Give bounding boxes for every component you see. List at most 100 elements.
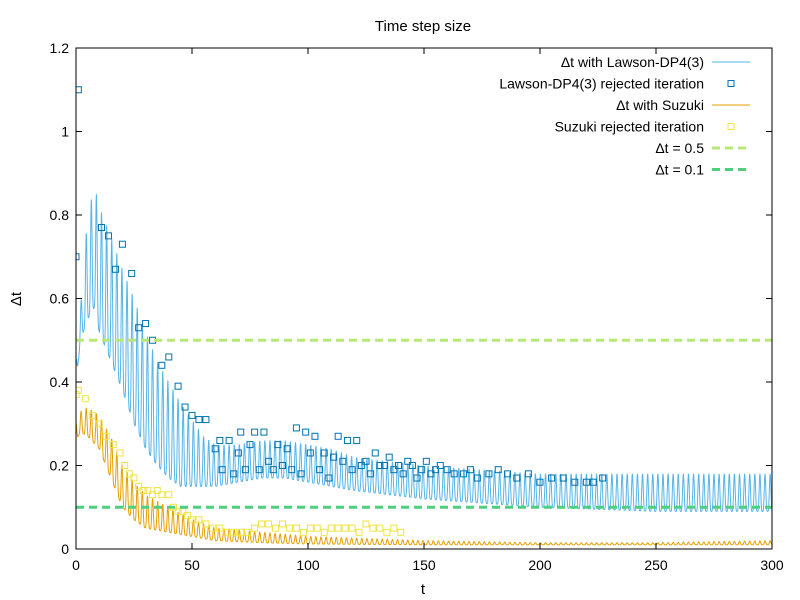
data-point (357, 462, 365, 469)
data-point (181, 403, 189, 411)
data-point (118, 240, 126, 248)
data-point (362, 520, 370, 528)
data-point (130, 474, 138, 482)
data-point (188, 516, 196, 524)
y-tick-label: 0 (61, 541, 69, 557)
data-point (76, 86, 82, 94)
data-point (265, 457, 273, 465)
data-point (202, 416, 210, 424)
data-point (109, 441, 117, 449)
data-point (339, 457, 347, 465)
x-axis-label: t (421, 581, 426, 598)
data-point (320, 528, 328, 536)
y-tick-label: 1.2 (50, 40, 70, 56)
data-point (135, 482, 143, 490)
data-point (135, 324, 143, 332)
data-point (369, 524, 377, 532)
data-point (473, 474, 481, 482)
y-axis-label: Δt (8, 291, 25, 306)
data-point (223, 528, 231, 536)
data-point (504, 470, 512, 478)
data-point (209, 524, 217, 532)
data-point (466, 466, 474, 474)
data-point (297, 470, 305, 478)
data-point (559, 474, 567, 482)
x-tick-label: 250 (644, 557, 668, 573)
data-point (230, 528, 238, 536)
data-point (81, 395, 89, 403)
data-point (589, 478, 597, 486)
data-point (436, 462, 444, 469)
data-point (174, 382, 182, 390)
x-tick-label: 0 (72, 557, 80, 573)
data-point (422, 457, 430, 465)
data-point (599, 474, 607, 482)
data-point (485, 470, 493, 478)
data-point (76, 253, 80, 261)
data-point (88, 411, 96, 419)
legend-label: Lawson-DP4(3) rejected iteration (499, 76, 704, 92)
data-point (278, 462, 286, 469)
data-point (285, 524, 293, 532)
data-point (274, 441, 282, 449)
data-point (313, 524, 321, 532)
data-point (376, 462, 384, 469)
y-tick-label: 0.8 (50, 207, 70, 223)
data-point (153, 487, 161, 495)
data-point (353, 436, 361, 444)
data-point (371, 449, 379, 457)
data-point (283, 445, 291, 453)
data-point (216, 524, 224, 532)
data-point (292, 424, 300, 432)
data-point (139, 487, 147, 495)
data-point (255, 466, 263, 474)
legend: Δt with Lawson-DP4(3) Lawson-DP4(3) rejec… (499, 54, 750, 178)
chart-title: Time step size (375, 18, 471, 35)
data-point (376, 524, 384, 532)
data-point (183, 512, 191, 520)
data-point (397, 528, 405, 536)
legend-label: Δt with Suzuki (616, 97, 704, 113)
legend-label: Δt = 0.1 (655, 162, 704, 178)
data-point (459, 470, 467, 478)
data-point (320, 449, 328, 457)
data-point (450, 470, 458, 478)
data-point (234, 449, 242, 457)
legend-label: Δt with Lawson-DP4(3) (561, 54, 704, 70)
data-point (230, 470, 238, 478)
data-point (269, 466, 277, 474)
data-point (195, 516, 203, 524)
x-tick-label: 100 (296, 557, 320, 573)
data-point (524, 470, 532, 478)
data-point (536, 478, 544, 486)
axes: 0 50 100 150 200 250 300 0 0.2 0.4 0.6 0.8 1 1.2 (50, 40, 784, 573)
data-point (265, 520, 273, 528)
data-point (237, 528, 245, 536)
x-tick-label: 50 (184, 557, 200, 573)
data-point (302, 428, 310, 436)
data-point (128, 269, 136, 277)
data-point (334, 524, 342, 532)
data-point (306, 449, 314, 457)
data-point (348, 524, 356, 532)
data-point (149, 491, 157, 499)
data-point (158, 361, 166, 369)
series-points-3 (76, 386, 405, 536)
data-point (306, 524, 314, 532)
x-tick-label: 150 (412, 557, 436, 573)
data-point (218, 466, 226, 474)
y-tick-label: 1 (61, 124, 69, 140)
data-point (367, 470, 375, 478)
data-point (104, 232, 112, 240)
data-point (316, 466, 324, 474)
legend-label: Δt = 0.5 (655, 140, 704, 156)
data-point (385, 453, 393, 461)
data-point (288, 466, 296, 474)
data-point (390, 524, 398, 532)
data-point (362, 457, 370, 465)
series-line-0 (76, 194, 772, 512)
data-point (241, 466, 249, 474)
data-point (102, 432, 110, 440)
data-point (121, 462, 129, 469)
data-point (571, 478, 579, 486)
